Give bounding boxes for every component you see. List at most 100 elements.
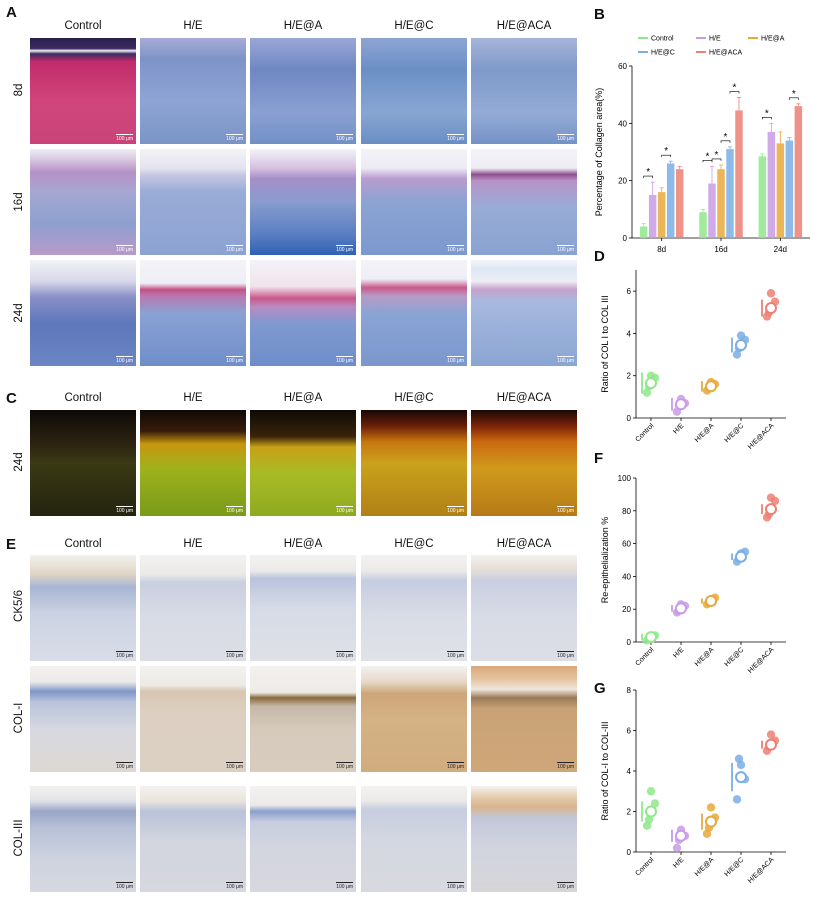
col-head-c-3: H/E@A [283, 392, 323, 404]
significance-bracket [762, 117, 772, 120]
mean-marker [765, 503, 777, 516]
bar [657, 192, 666, 238]
panel-letter-g: G [594, 680, 606, 697]
y-tick-label: 40 [622, 572, 631, 581]
x-tick-label: H/E [672, 422, 685, 435]
significance-bracket [789, 97, 799, 100]
chart-f-re-epithelialization: 0 20 40 60 80 100 Re-epithelialization % Contro… [600, 474, 786, 675]
scale-bar: 100 μm [447, 508, 464, 514]
significance-star: * [733, 83, 737, 94]
x-tick-label: 16d [714, 245, 727, 254]
mean-marker [735, 771, 747, 784]
micrograph-e-control-ck56: 100 μm [30, 555, 136, 661]
mean-marker [735, 550, 747, 563]
micrograph-e-hea-col1: 100 μm [250, 666, 356, 772]
scale-bar: 100 μm [557, 358, 574, 364]
legend-entry: H/E@ACA [709, 50, 742, 57]
bar [675, 169, 684, 238]
micrograph-e-hec-ck56: 100 μm [361, 555, 467, 661]
micrograph-c-he-24d: 100 μm [140, 410, 246, 516]
scale-bar: 100 μm [557, 653, 574, 659]
micrograph-e-hec-col1: 100 μm [361, 666, 467, 772]
micrograph-e-control-col1: 100 μm [30, 666, 136, 772]
scale-bar: 100 μm [557, 508, 574, 514]
y-tick-label: 4 [627, 329, 632, 338]
scale-bar: 100 μm [336, 884, 353, 890]
bar [726, 149, 734, 238]
scale-bar: 100 μm [557, 136, 574, 142]
y-axis-label: Re-epithelialization % [600, 517, 610, 604]
scale-bar: 100 μm [447, 764, 464, 770]
micrograph-e-hea-ck56: 100 μm [250, 555, 356, 661]
panel-letter-f: F [594, 450, 604, 467]
mean-marker [645, 631, 657, 644]
x-tick-label: Control [634, 856, 655, 877]
micrograph-e-control-col3: 100 μm [30, 786, 136, 892]
col-head-e-3: H/E@A [283, 538, 323, 550]
col-head-a-4: H/E@C [394, 20, 434, 32]
legend-entry: Control [651, 36, 674, 43]
x-tick-label: Control [634, 646, 655, 667]
col-head-a-3: H/E@A [283, 20, 323, 32]
scale-bar: 100 μm [557, 247, 574, 253]
col-head-c-4: H/E@C [394, 392, 434, 404]
y-tick-label: 8 [627, 686, 632, 695]
mean-marker [705, 595, 717, 607]
scale-bar: 100 μm [557, 764, 574, 770]
significance-bracket [702, 160, 713, 163]
scale-bar: 100 μm [447, 358, 464, 364]
bar [776, 143, 785, 238]
data-point [644, 815, 654, 824]
data-point [642, 388, 652, 397]
panel-letter-a: A [6, 4, 17, 21]
micrograph-a-he-8d: 100 μm [140, 38, 246, 144]
scale-bar: 100 μm [116, 653, 133, 659]
mean-marker [705, 380, 717, 393]
scale-bar: 100 μm [226, 136, 243, 142]
y-tick-label: 100 [618, 474, 632, 483]
mean-marker [765, 738, 777, 751]
col-head-e-5: H/E@ACA [496, 538, 552, 550]
mean-marker [675, 602, 687, 615]
data-point [646, 787, 656, 796]
y-axis-label: Ratio of COL I to COL III [600, 295, 610, 392]
x-tick-label: H/E [672, 646, 685, 659]
scale-bar: 100 μm [447, 884, 464, 890]
significance-star: * [765, 108, 769, 119]
micrograph-c-hec-24d: 100 μm [361, 410, 467, 516]
legend-entry: H/E [709, 36, 721, 43]
col-head-c-1: Control [64, 392, 102, 404]
scale-bar: 100 μm [226, 247, 243, 253]
col-head-c-5: H/E@ACA [496, 392, 552, 404]
mean-marker [645, 805, 657, 818]
row-label-e-ck56: CK5/6 [13, 590, 25, 622]
significance-star: * [664, 146, 668, 157]
significance-bracket [661, 154, 671, 158]
row-label-a-24d: 24d [13, 303, 25, 323]
row-label-c-24d: 24d [13, 452, 25, 472]
bar [794, 106, 803, 238]
y-tick-label: 2 [627, 372, 632, 381]
scale-bar: 100 μm [336, 764, 353, 770]
legend-entry: H/E@A [761, 36, 785, 43]
col-head-e-1: Control [64, 538, 102, 550]
row-label-a-8d: 8d [13, 83, 25, 97]
bar [767, 131, 776, 238]
x-tick-label: 8d [657, 245, 666, 254]
x-tick-label: H/E@A [694, 422, 716, 444]
col-head-a-1: Control [64, 20, 102, 32]
micrograph-a-heaca-8d: 100 μm [471, 38, 577, 144]
scale-bar: 100 μm [116, 764, 133, 770]
micrograph-e-heaca-col1: 100 μm [471, 666, 577, 772]
micrograph-e-he-ck56: 100 μm [140, 555, 246, 661]
x-tick-label: H/E@C [724, 646, 746, 668]
micrograph-c-control-24d: 100 μm [30, 410, 136, 516]
bar [648, 195, 657, 238]
significance-star: * [792, 89, 796, 100]
scale-bar: 100 μm [116, 136, 133, 142]
col-head-e-4: H/E@C [394, 538, 434, 550]
significance-bracket [729, 91, 740, 94]
chart-g-col1-col3-ratio: 0 2 4 6 8 Ratio of COL-I to COL-III Control H/E… [600, 686, 786, 885]
scale-bar: 100 μm [226, 764, 243, 770]
x-tick-label: H/E [672, 856, 685, 869]
